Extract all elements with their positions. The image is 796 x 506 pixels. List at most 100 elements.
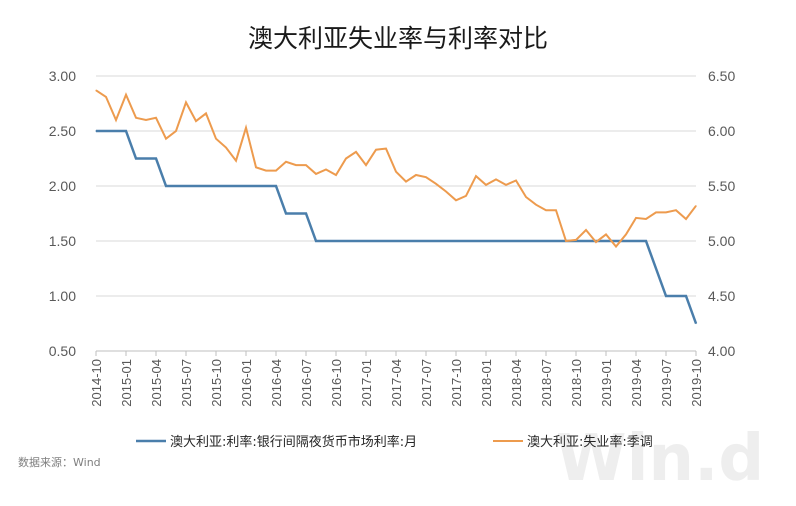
data-point-interbank-rate [665, 295, 667, 297]
data-point-unemployment-rate [345, 157, 347, 160]
y-right-tick-label: 4.00 [708, 343, 735, 359]
x-tick-label: 2019-07 [659, 359, 674, 407]
series-line-interbank-rate [96, 129, 698, 324]
data-point-interbank-rate [125, 130, 127, 132]
x-tick-label: 2016-01 [239, 359, 254, 407]
x-tick-label: 2017-01 [359, 359, 374, 407]
y-left-tick-label: 2.00 [49, 178, 76, 194]
data-point-unemployment-rate [365, 164, 367, 166]
data-point-unemployment-rate [185, 101, 187, 103]
data-point-unemployment-rate [465, 195, 467, 197]
x-tick-label: 2018-10 [569, 359, 584, 407]
data-point-unemployment-rate [525, 196, 527, 198]
data-point-unemployment-rate [655, 211, 657, 213]
data-point-unemployment-rate [675, 209, 677, 211]
data-point-unemployment-rate [215, 138, 217, 140]
y-right-tick-label: 5.00 [708, 233, 735, 249]
data-point-unemployment-rate [475, 175, 477, 177]
source-note: 数据来源：Wind [18, 455, 101, 469]
y-right-tick-label: 5.50 [708, 178, 735, 194]
data-point-interbank-rate [155, 157, 157, 160]
data-point-unemployment-rate [105, 96, 107, 98]
series-line-unemployment-rate [95, 89, 697, 249]
data-point-unemployment-rate [115, 119, 117, 121]
gridlines [96, 75, 696, 352]
data-point-interbank-rate [135, 157, 137, 160]
axes: 0.50 1.00 1.50 2.00 2.50 3.00 4.00 4.50 5.00 5.50… [49, 68, 736, 407]
data-point-unemployment-rate [375, 149, 377, 151]
data-point-interbank-rate [165, 185, 167, 187]
data-point-unemployment-rate [455, 199, 457, 201]
data-point-interbank-rate [95, 130, 97, 132]
x-tick-label: 2016-07 [299, 359, 314, 407]
data-point-unemployment-rate [255, 166, 257, 168]
data-point-interbank-rate [305, 212, 307, 215]
x-tick-label: 2018-04 [509, 359, 524, 407]
data-point-unemployment-rate [615, 245, 617, 248]
data-point-unemployment-rate [275, 170, 277, 172]
data-point-interbank-rate [655, 267, 657, 270]
legend: 澳大利亚:利率:银行间隔夜货币市场利率:月 澳大利亚:失业率:季调 [136, 434, 653, 450]
data-point-unemployment-rate [265, 170, 267, 172]
y-right-tick-label: 4.50 [708, 288, 735, 304]
data-point-unemployment-rate [685, 218, 687, 220]
x-tick-label: 2015-04 [149, 359, 164, 407]
data-point-unemployment-rate [355, 151, 357, 153]
data-point-unemployment-rate [555, 209, 557, 211]
data-point-unemployment-rate [545, 209, 547, 211]
data-point-unemployment-rate [305, 164, 307, 166]
data-point-unemployment-rate [135, 117, 137, 119]
x-tick-label: 2017-10 [449, 359, 464, 407]
data-point-unemployment-rate [635, 217, 637, 219]
data-point-unemployment-rate [605, 233, 607, 235]
data-point-unemployment-rate [205, 112, 207, 114]
x-tick-label: 2017-07 [419, 359, 434, 407]
data-point-unemployment-rate [295, 164, 297, 166]
y-left-tick-label: 2.50 [49, 123, 76, 139]
data-point-unemployment-rate [485, 184, 487, 186]
y-left-tick-label: 1.50 [49, 233, 76, 249]
data-point-unemployment-rate [435, 183, 437, 185]
data-point-unemployment-rate [425, 176, 427, 178]
x-tick-label: 2019-01 [599, 359, 614, 407]
data-point-unemployment-rate [245, 127, 247, 129]
data-point-unemployment-rate [565, 240, 567, 242]
data-point-unemployment-rate [195, 120, 197, 122]
data-point-unemployment-rate [145, 119, 147, 121]
data-point-unemployment-rate [505, 184, 507, 186]
data-point-unemployment-rate [335, 174, 337, 176]
chart-title: 澳大利亚失业率与利率对比 [248, 24, 548, 53]
data-point-interbank-rate [315, 240, 317, 242]
data-point-unemployment-rate [175, 130, 177, 132]
data-point-unemployment-rate [645, 218, 647, 220]
x-tick-label: 2014-10 [89, 359, 104, 407]
data-point-unemployment-rate [535, 204, 537, 206]
data-point-unemployment-rate [235, 160, 237, 162]
x-tick-label: 2017-04 [389, 359, 404, 407]
data-point-unemployment-rate [95, 89, 97, 91]
data-point-unemployment-rate [225, 146, 227, 149]
legend-label-rate: 澳大利亚:利率:银行间隔夜货币市场利率:月 [170, 434, 417, 450]
data-point-unemployment-rate [695, 205, 697, 207]
data-point-interbank-rate [275, 185, 277, 187]
data-point-interbank-rate [695, 322, 697, 325]
data-point-unemployment-rate [495, 178, 497, 180]
x-tick-label: 2019-04 [629, 359, 644, 407]
data-point-unemployment-rate [385, 148, 387, 150]
data-point-interbank-rate [645, 240, 647, 242]
y-left-tick-label: 0.50 [49, 343, 76, 359]
y-right-tick-label: 6.00 [708, 123, 735, 139]
x-tick-label: 2018-07 [539, 359, 554, 407]
data-point-interbank-rate [685, 295, 687, 297]
x-tick-label: 2015-10 [209, 359, 224, 407]
data-point-unemployment-rate [285, 161, 287, 163]
data-point-unemployment-rate [665, 211, 667, 213]
data-point-unemployment-rate [625, 233, 627, 235]
x-tick-label: 2015-01 [119, 359, 134, 407]
data-point-unemployment-rate [165, 138, 167, 140]
data-point-unemployment-rate [575, 239, 577, 241]
data-point-unemployment-rate [325, 168, 327, 171]
series-lines [95, 89, 698, 325]
x-tick-label: 2016-04 [269, 359, 284, 407]
